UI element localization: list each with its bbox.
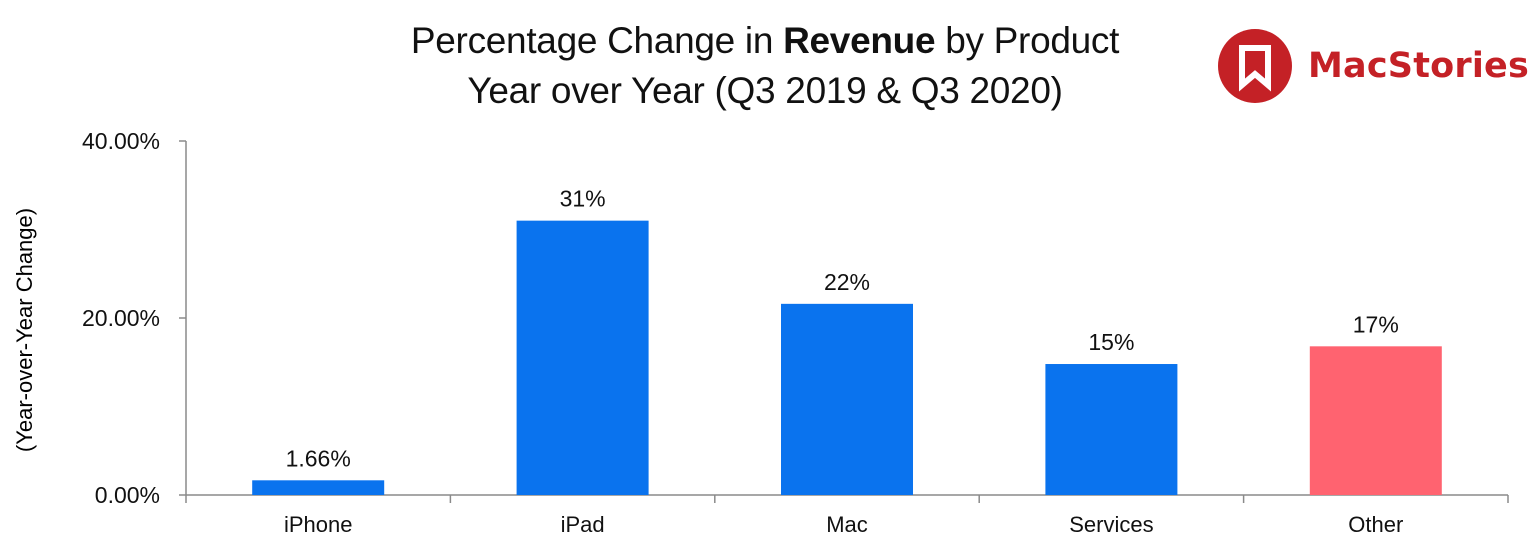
- category-label-ipad: iPad: [561, 512, 605, 537]
- chart-labels: 1.66% iPhone 31% iPad 22% Mac 15% Services 17% Ot…: [284, 186, 1403, 537]
- chart-bars: [252, 220, 1442, 495]
- chart-title-suffix: by Product: [935, 20, 1120, 61]
- chart-title-bold: Revenue: [783, 20, 936, 61]
- y-axis-title-wrapper: (Year-over-Year Change): [12, 208, 37, 452]
- y-tick-label: 0.00%: [95, 482, 160, 508]
- bar-ipad: [516, 220, 649, 495]
- macstories-logo: MacStories: [1218, 29, 1529, 103]
- y-tick-label: 40.00%: [82, 128, 160, 154]
- y-tick-label: 20.00%: [82, 305, 160, 331]
- category-label-other: Other: [1348, 512, 1403, 537]
- bar-services: [1045, 364, 1178, 495]
- chart-title-line2: Year over Year (Q3 2019 & Q3 2020): [467, 70, 1063, 111]
- bookmark-icon: [1218, 29, 1292, 103]
- category-label-mac: Mac: [826, 512, 868, 537]
- chart-title-prefix: Percentage Change in: [410, 20, 784, 61]
- data-label-services: 15%: [1088, 329, 1134, 355]
- category-label-services: Services: [1069, 512, 1153, 537]
- y-axis-title: (Year-over-Year Change): [12, 208, 37, 452]
- bar-other: [1309, 346, 1442, 495]
- chart-title-line1: Percentage Change in Revenue by Product: [300, 18, 1230, 64]
- bar-mac: [781, 303, 913, 495]
- chart-axes: 0.00% 20.00% 40.00%: [82, 128, 1509, 508]
- data-label-mac: 22%: [824, 269, 870, 295]
- data-label-other: 17%: [1353, 311, 1399, 337]
- category-label-iphone: iPhone: [284, 512, 353, 537]
- bar-iphone: [252, 480, 385, 495]
- logo-text: MacStories: [1308, 46, 1530, 86]
- data-label-iphone: 1.66%: [286, 445, 351, 471]
- data-label-ipad: 31%: [560, 186, 606, 212]
